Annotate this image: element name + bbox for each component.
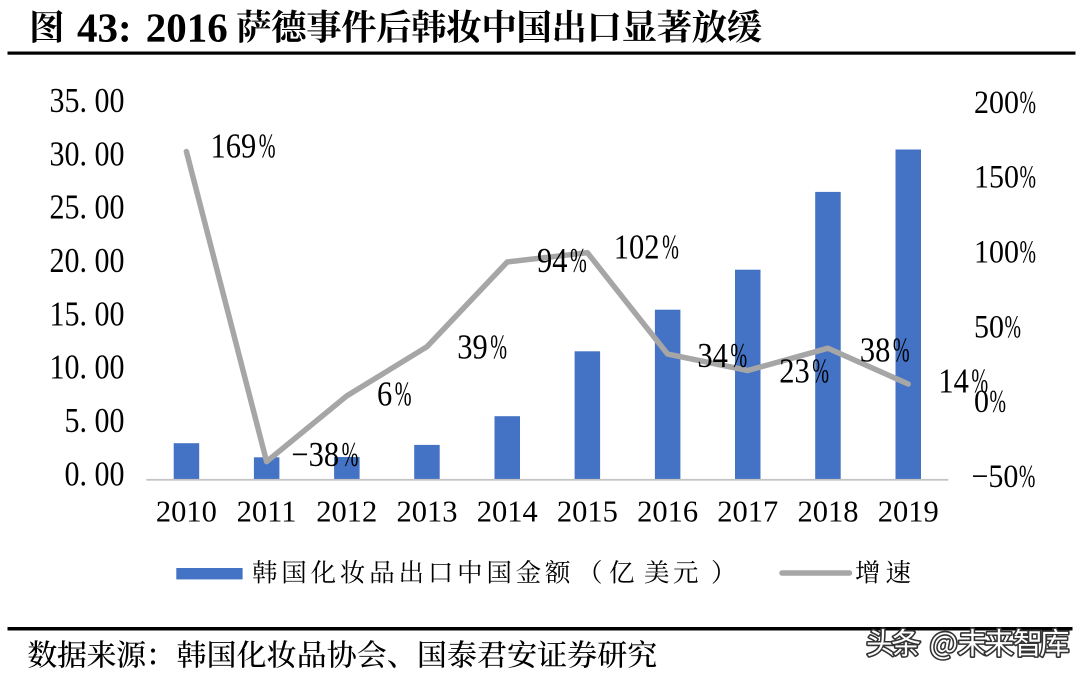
svg-text:2015: 2015 — [557, 494, 618, 528]
svg-text:23: 23 — [779, 353, 809, 391]
svg-text:%: % — [570, 243, 587, 281]
svg-text:10. 00: 10. 00 — [50, 348, 125, 386]
svg-text:%: % — [342, 437, 359, 475]
svg-text:102: 102 — [614, 229, 660, 267]
svg-text:%: % — [1020, 158, 1036, 194]
svg-text:−50: −50 — [972, 458, 1019, 495]
svg-text:2017: 2017 — [717, 494, 778, 528]
svg-text:2012: 2012 — [316, 494, 377, 528]
svg-text:2010: 2010 — [156, 494, 217, 528]
svg-text:2016: 2016 — [637, 494, 698, 528]
svg-text:6: 6 — [377, 376, 392, 414]
svg-text:50: 50 — [974, 308, 1004, 345]
svg-text:%: % — [990, 383, 1006, 419]
svg-text:20. 00: 20. 00 — [50, 241, 125, 279]
svg-text:%: % — [395, 376, 412, 414]
svg-text:−38: −38 — [291, 436, 339, 474]
svg-text:%: % — [1020, 233, 1036, 269]
svg-text:0: 0 — [974, 383, 989, 420]
svg-text:2018: 2018 — [798, 494, 859, 528]
svg-text:200: 200 — [974, 83, 1019, 120]
svg-text:94: 94 — [537, 242, 567, 280]
svg-text:0. 00: 0. 00 — [65, 454, 125, 492]
svg-text:14: 14 — [938, 363, 968, 401]
svg-text:2016: 2016 — [146, 4, 228, 50]
svg-text:%: % — [730, 338, 747, 376]
svg-text:5. 00: 5. 00 — [65, 401, 125, 439]
svg-text:2014: 2014 — [477, 494, 538, 528]
svg-text:38: 38 — [860, 332, 890, 370]
svg-text:25. 00: 25. 00 — [50, 188, 125, 226]
svg-text:%: % — [971, 363, 988, 401]
svg-text:30. 00: 30. 00 — [50, 134, 125, 172]
svg-text:%: % — [259, 128, 276, 166]
svg-text:39: 39 — [457, 329, 487, 367]
svg-text:%: % — [490, 329, 507, 367]
svg-text:%: % — [662, 229, 679, 267]
svg-text:%: % — [812, 353, 829, 391]
svg-text:2013: 2013 — [397, 494, 458, 528]
svg-text:169: 169 — [211, 128, 257, 166]
svg-text:35. 00: 35. 00 — [50, 81, 125, 119]
svg-text:2011: 2011 — [237, 494, 297, 528]
svg-text:43:: 43: — [77, 4, 132, 50]
svg-text:150: 150 — [974, 158, 1019, 195]
svg-text:34: 34 — [697, 337, 727, 375]
svg-text:100: 100 — [974, 233, 1019, 270]
svg-text:%: % — [1020, 84, 1036, 120]
svg-text:%: % — [1019, 458, 1035, 494]
svg-text:%: % — [1005, 308, 1021, 344]
svg-text:15. 00: 15. 00 — [50, 294, 125, 332]
svg-text:%: % — [893, 332, 910, 370]
svg-text:2019: 2019 — [878, 494, 939, 528]
